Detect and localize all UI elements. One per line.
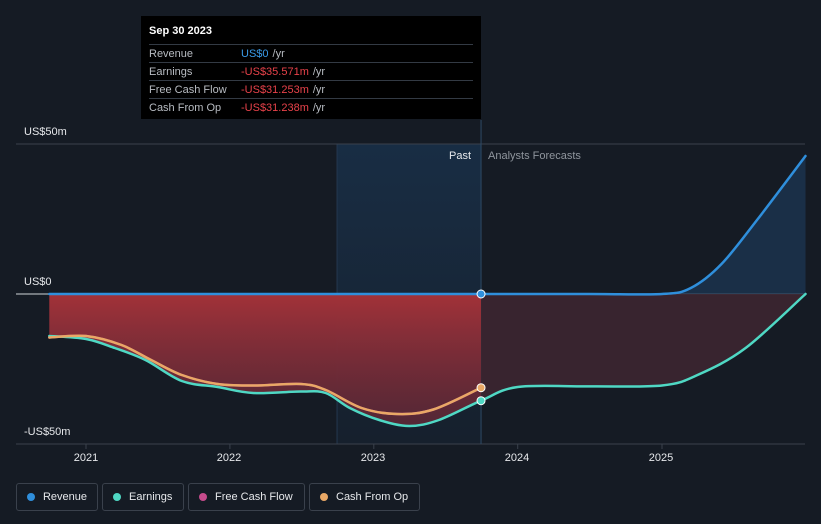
legend-cash-from-op[interactable]: Cash From Op <box>309 483 420 511</box>
legend-label: Free Cash Flow <box>215 491 293 503</box>
legend-label: Cash From Op <box>336 491 409 503</box>
y-tick-label-top: US$50m <box>24 126 67 138</box>
x-tick-label-2024: 2024 <box>504 452 530 464</box>
legend-label: Earnings <box>129 491 173 503</box>
y-tick-label-zero: US$0 <box>24 276 52 288</box>
earnings-dot-icon <box>113 493 121 501</box>
forecast-region-label: Analysts Forecasts <box>488 150 581 162</box>
tooltip-unit: /yr <box>312 83 326 96</box>
y-tick-label-bottom: -US$50m <box>24 426 71 438</box>
tooltip-value: US$0 <box>241 47 269 60</box>
x-tick-label-2022: 2022 <box>216 452 242 464</box>
data-tooltip: Sep 30 2023 Revenue US$0 /yr Earnings -U… <box>141 16 481 119</box>
legend-free-cash-flow[interactable]: Free Cash Flow <box>188 483 305 511</box>
tooltip-label: Revenue <box>149 47 194 60</box>
tooltip-date: Sep 30 2023 <box>149 25 212 37</box>
x-tick-label-2023: 2023 <box>360 452 386 464</box>
tooltip-row-cash-from-op: Cash From Op -US$31.238m /yr <box>149 98 473 116</box>
earnings-marker <box>476 396 486 406</box>
tooltip-label: Cash From Op <box>149 101 222 114</box>
earnings-line <box>48 292 807 428</box>
x-tick-label-2025: 2025 <box>648 452 674 464</box>
tooltip-label: Earnings <box>149 65 193 78</box>
legend-revenue[interactable]: Revenue <box>16 483 98 511</box>
tooltip-value: -US$31.253m <box>241 83 309 96</box>
tooltip-row-earnings: Earnings -US$35.571m /yr <box>149 62 473 80</box>
cash-from-op-dot-icon <box>320 493 328 501</box>
tooltip-row-revenue: Revenue US$0 /yr <box>149 44 473 62</box>
tooltip-label: Free Cash Flow <box>149 83 227 96</box>
revenue-marker <box>476 289 486 299</box>
past-region-label: Past <box>449 150 472 162</box>
cash-from-op-line <box>48 334 483 416</box>
tooltip-row-free-cash-flow: Free Cash Flow -US$31.253m /yr <box>149 80 473 98</box>
earnings-past-area <box>49 294 482 426</box>
revenue-area <box>49 156 806 295</box>
tooltip-unit: /yr <box>312 101 326 114</box>
tooltip-unit: /yr <box>312 65 326 78</box>
x-tick-label-2021: 2021 <box>73 452 99 464</box>
revenue-line <box>48 154 807 296</box>
free-cash-flow-dot-icon <box>199 493 207 501</box>
legend-earnings[interactable]: Earnings <box>102 483 184 511</box>
tooltip-value: -US$35.571m <box>241 65 309 78</box>
tooltip-unit: /yr <box>272 47 285 60</box>
cash-from-op-marker <box>476 383 486 393</box>
legend-label: Revenue <box>42 491 87 503</box>
revenue-dot-icon <box>27 493 35 501</box>
tooltip-value: -US$31.238m <box>241 101 309 114</box>
